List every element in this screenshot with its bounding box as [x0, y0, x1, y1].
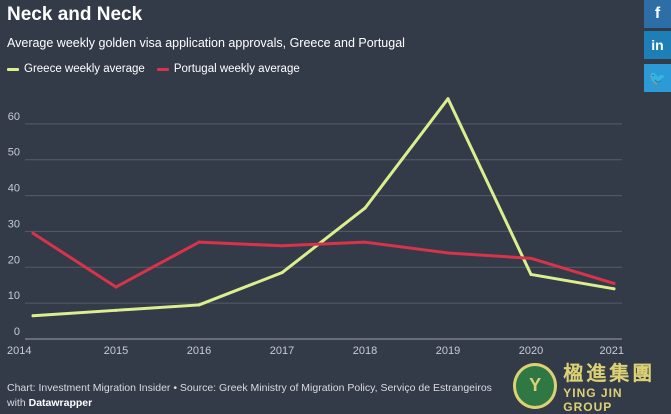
chart-title: Neck and Neck — [7, 4, 143, 25]
data-point — [612, 281, 616, 285]
x-tick-label: 2014 — [7, 345, 31, 357]
data-point — [280, 244, 284, 248]
x-tick-label: 2020 — [519, 345, 543, 357]
x-tick-label: 2021 — [600, 345, 624, 357]
watermark-cn: 楹進集團 — [563, 361, 656, 385]
data-point — [197, 303, 201, 307]
data-point — [31, 231, 35, 235]
data-point — [363, 206, 367, 210]
data-point — [114, 308, 118, 312]
legend: Greece weekly average Portugal weekly av… — [7, 63, 312, 75]
legend-item-portugal: Portugal weekly average — [156, 63, 300, 75]
facebook-share-button[interactable]: f — [644, 0, 671, 28]
credit-prefix: with — [7, 397, 26, 409]
y-tick-label: 20 — [8, 254, 20, 266]
watermark-text: 楹進集團 YING JIN GROUP — [563, 357, 671, 414]
legend-label-portugal: Portugal weekly average — [173, 63, 300, 75]
data-point — [363, 240, 367, 244]
credit-line: with Datawrapper — [7, 396, 492, 411]
chart-subtitle: Average weekly golden visa application a… — [7, 36, 405, 50]
x-tick-label: 2018 — [353, 345, 377, 357]
data-point — [529, 256, 533, 260]
y-tick-label: 50 — [8, 147, 20, 159]
data-point — [114, 285, 118, 289]
y-tick-label: 10 — [8, 290, 20, 302]
data-point — [31, 314, 35, 318]
x-tick-label: 2016 — [187, 345, 211, 357]
x-tick-label: 2017 — [270, 345, 294, 357]
legend-label-greece: Greece weekly average — [24, 63, 145, 75]
y-tick-label: 40 — [8, 183, 20, 195]
x-tick-label: 2019 — [436, 345, 460, 357]
y-tick-label: 60 — [8, 111, 20, 123]
data-point — [612, 287, 616, 291]
data-point — [197, 240, 201, 244]
chart-footer: Chart: Investment Migration Insider • So… — [7, 381, 492, 411]
datawrapper-link[interactable]: Datawrapper — [28, 397, 93, 409]
twitter-share-button[interactable]: 🐦 — [644, 64, 671, 92]
linkedin-share-button[interactable]: in — [644, 31, 671, 59]
data-point — [446, 251, 450, 255]
legend-item-greece: Greece weekly average — [7, 63, 145, 75]
source-note: Chart: Investment Migration Insider • So… — [7, 382, 492, 394]
watermark-logo-icon: Y — [513, 362, 558, 409]
y-tick-label: 30 — [8, 218, 20, 230]
series-line-portugal — [31, 231, 616, 289]
series-line-greece — [31, 97, 616, 318]
x-tick-label: 2015 — [104, 345, 128, 357]
data-point — [280, 271, 284, 275]
data-point — [529, 272, 533, 276]
y-tick-label: 0 — [14, 326, 20, 338]
watermark: Y 楹進集團 YING JIN GROUP — [513, 357, 671, 414]
legend-swatch-portugal — [156, 67, 169, 71]
data-point — [446, 97, 450, 101]
legend-swatch-greece — [7, 67, 19, 71]
watermark-en: YING JIN GROUP — [563, 386, 623, 414]
